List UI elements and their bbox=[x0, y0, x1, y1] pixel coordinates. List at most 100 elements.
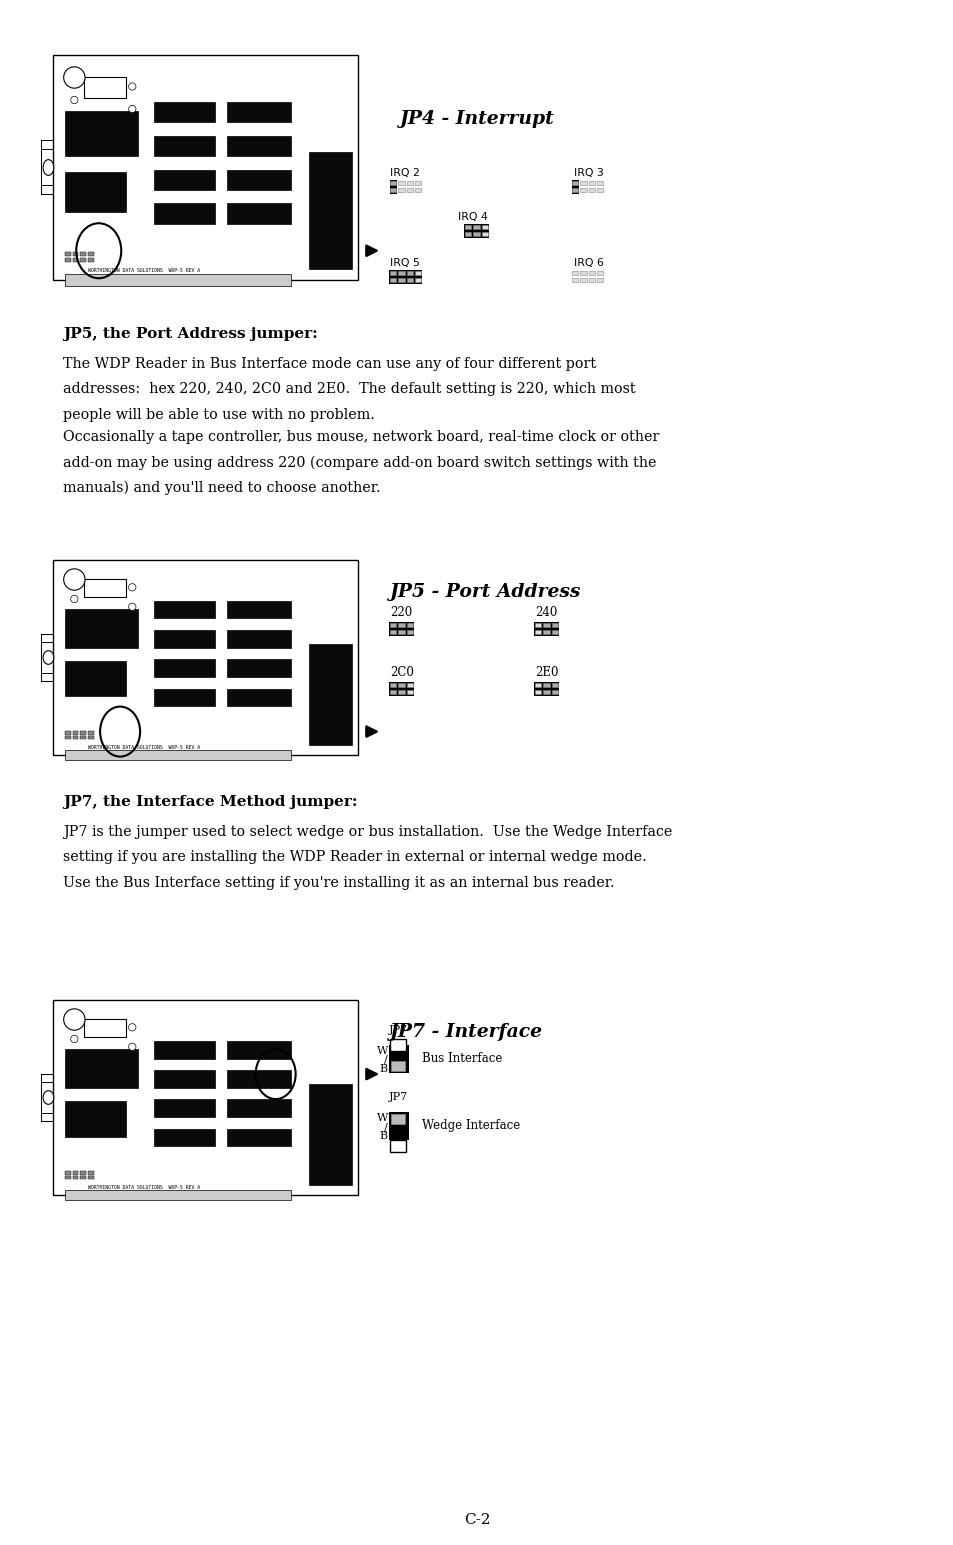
Bar bbox=[65, 252, 71, 256]
Bar bbox=[597, 181, 602, 185]
Bar bbox=[397, 623, 405, 635]
Bar bbox=[65, 735, 71, 740]
Text: WORTHINGTON DATA SOLUTIONS  WDP-5 REV A: WORTHINGTON DATA SOLUTIONS WDP-5 REV A bbox=[89, 269, 200, 273]
Bar bbox=[415, 278, 421, 283]
Ellipse shape bbox=[43, 159, 53, 176]
Bar bbox=[464, 232, 471, 236]
Bar bbox=[551, 623, 558, 635]
Text: JP7, the Interface Method jumper:: JP7, the Interface Method jumper: bbox=[63, 796, 357, 810]
Bar bbox=[227, 689, 291, 706]
Bar bbox=[72, 1171, 78, 1174]
Text: 240: 240 bbox=[535, 606, 557, 620]
Ellipse shape bbox=[43, 1091, 53, 1105]
Bar bbox=[153, 689, 214, 706]
Text: B: B bbox=[379, 1131, 388, 1142]
Bar bbox=[227, 136, 291, 156]
Bar bbox=[153, 1041, 214, 1058]
Bar bbox=[390, 623, 395, 627]
Bar bbox=[406, 278, 413, 283]
Text: IRQ 4: IRQ 4 bbox=[457, 212, 488, 221]
Text: /: / bbox=[384, 1055, 388, 1065]
Text: JP7: JP7 bbox=[388, 1024, 407, 1035]
Bar bbox=[464, 224, 471, 229]
Bar bbox=[398, 278, 404, 283]
Bar bbox=[309, 644, 352, 745]
Bar bbox=[309, 1085, 352, 1185]
Bar bbox=[535, 689, 540, 694]
Bar bbox=[227, 1129, 291, 1146]
Bar bbox=[390, 181, 395, 185]
Bar bbox=[535, 630, 540, 635]
Bar bbox=[72, 252, 78, 256]
Bar bbox=[153, 630, 214, 647]
Bar bbox=[543, 630, 549, 635]
Bar bbox=[390, 689, 395, 694]
Bar bbox=[65, 751, 291, 760]
Bar bbox=[588, 181, 595, 185]
Bar bbox=[389, 683, 396, 695]
Bar bbox=[588, 270, 595, 275]
Bar bbox=[572, 278, 578, 283]
Bar bbox=[390, 278, 395, 283]
Bar bbox=[390, 187, 395, 193]
Bar bbox=[597, 278, 602, 283]
Bar bbox=[551, 630, 558, 635]
Bar bbox=[80, 252, 86, 256]
Bar bbox=[53, 56, 357, 280]
Bar bbox=[72, 1176, 78, 1179]
Bar bbox=[398, 630, 404, 635]
Bar bbox=[464, 224, 488, 238]
Bar bbox=[406, 270, 413, 275]
Bar bbox=[389, 1112, 409, 1140]
Bar bbox=[390, 1038, 406, 1051]
Bar bbox=[227, 204, 291, 224]
Bar bbox=[390, 270, 395, 275]
Bar bbox=[65, 1176, 71, 1179]
Bar bbox=[398, 683, 404, 688]
Bar bbox=[588, 278, 595, 283]
Bar bbox=[227, 601, 291, 618]
Bar bbox=[391, 1114, 405, 1125]
Bar bbox=[153, 1100, 214, 1117]
Bar bbox=[543, 683, 549, 688]
Circle shape bbox=[64, 569, 85, 590]
Bar bbox=[80, 258, 86, 263]
Bar bbox=[473, 224, 479, 238]
Bar bbox=[406, 270, 413, 284]
Bar bbox=[65, 661, 126, 697]
Bar bbox=[84, 77, 126, 97]
Bar bbox=[534, 683, 558, 695]
Bar bbox=[398, 270, 404, 275]
Text: people will be able to use with no problem.: people will be able to use with no probl… bbox=[63, 408, 375, 422]
Bar bbox=[153, 136, 214, 156]
Bar bbox=[389, 270, 421, 284]
Circle shape bbox=[71, 96, 78, 104]
Bar bbox=[390, 630, 395, 635]
Bar bbox=[389, 181, 396, 193]
Bar bbox=[227, 1041, 291, 1058]
Text: W: W bbox=[376, 1046, 388, 1055]
Circle shape bbox=[129, 1024, 136, 1031]
Bar bbox=[415, 270, 421, 275]
Circle shape bbox=[129, 603, 136, 610]
Bar bbox=[390, 1140, 406, 1153]
Bar bbox=[53, 1000, 357, 1194]
Bar bbox=[551, 683, 558, 688]
Bar bbox=[572, 181, 578, 185]
Text: 220: 220 bbox=[390, 606, 412, 620]
Bar bbox=[572, 187, 578, 193]
Circle shape bbox=[129, 1043, 136, 1051]
Text: 2E0: 2E0 bbox=[535, 666, 558, 680]
Bar bbox=[571, 181, 578, 193]
Bar bbox=[535, 623, 540, 627]
Bar bbox=[72, 258, 78, 263]
Bar bbox=[597, 187, 602, 193]
Bar bbox=[543, 689, 549, 694]
Bar bbox=[415, 181, 421, 185]
Bar bbox=[153, 170, 214, 190]
Bar bbox=[389, 683, 414, 695]
Bar bbox=[65, 731, 71, 734]
Text: Bus Interface: Bus Interface bbox=[421, 1052, 502, 1066]
Circle shape bbox=[129, 584, 136, 590]
Bar bbox=[88, 1176, 93, 1179]
